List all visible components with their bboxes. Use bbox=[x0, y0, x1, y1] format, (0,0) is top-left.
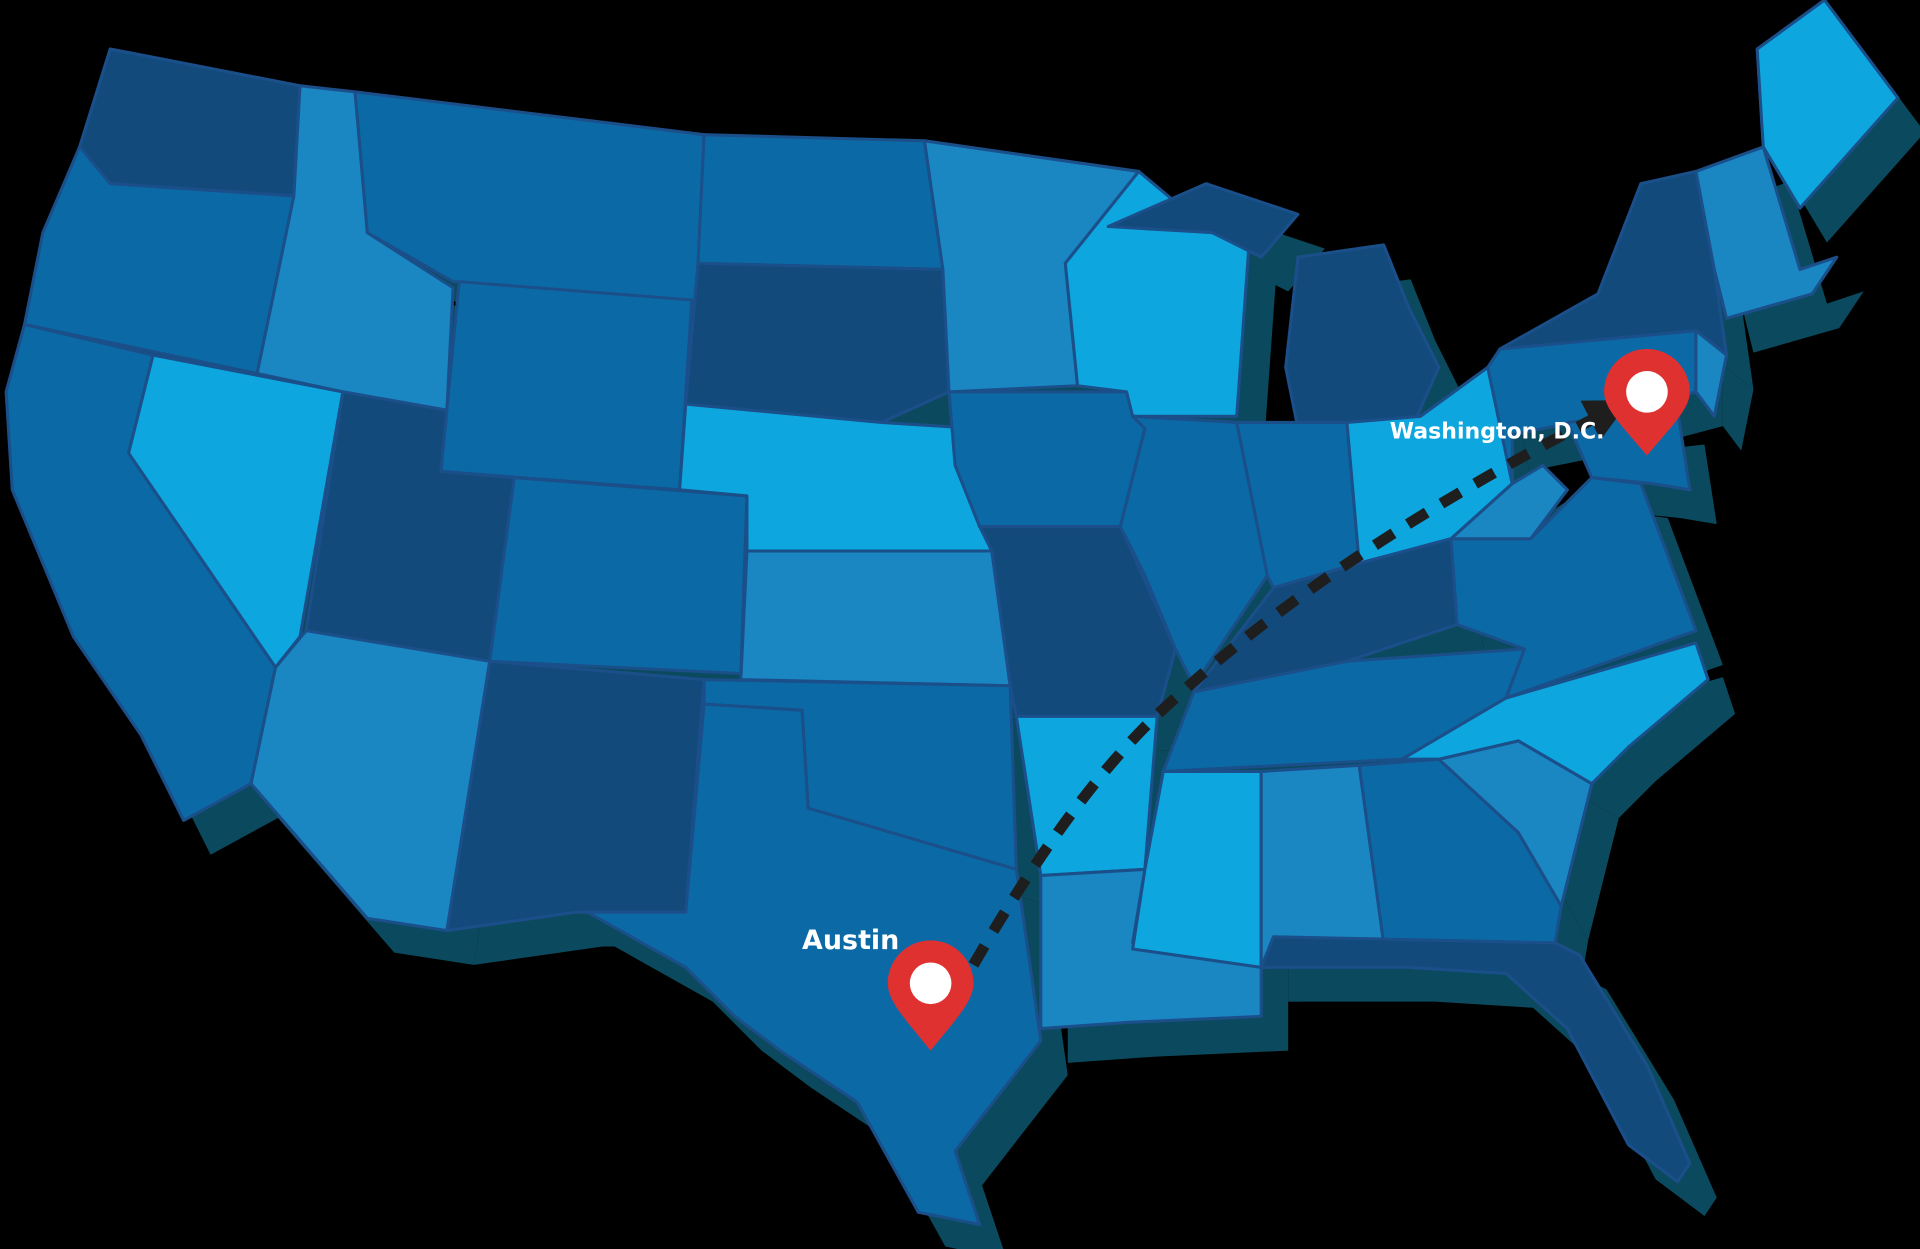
shadow-nj bbox=[1722, 364, 1754, 451]
state-fl bbox=[1259, 935, 1692, 1184]
state-ny bbox=[1498, 169, 1729, 357]
states bbox=[4, 0, 1900, 1227]
state-wv bbox=[1449, 463, 1569, 541]
state-ia bbox=[947, 390, 1147, 529]
state-va bbox=[1449, 476, 1698, 700]
state-ms bbox=[1131, 769, 1263, 969]
state-nm bbox=[445, 659, 706, 933]
state-mi bbox=[1284, 243, 1441, 431]
state-wa bbox=[78, 47, 302, 198]
pin-washington-dc[interactable] bbox=[1604, 348, 1690, 456]
state-ks bbox=[739, 549, 1012, 688]
state-ne-states bbox=[1694, 145, 1839, 320]
state-sd bbox=[684, 261, 951, 424]
state-nc bbox=[1400, 641, 1710, 786]
state-me bbox=[1755, 0, 1900, 210]
state-mi-up bbox=[1106, 182, 1300, 259]
location-label: Washington, D.C. bbox=[1390, 419, 1605, 444]
pin-center bbox=[909, 962, 952, 1005]
state-tx bbox=[586, 702, 1043, 1227]
state-nj bbox=[1694, 329, 1729, 418]
route-line bbox=[968, 400, 1630, 968]
pin-austin[interactable] bbox=[887, 940, 974, 1051]
state-wy bbox=[439, 280, 694, 492]
state-nd bbox=[696, 133, 945, 271]
location-label: Austin bbox=[802, 925, 899, 956]
pin-center bbox=[1626, 371, 1668, 413]
state-co bbox=[488, 476, 749, 676]
